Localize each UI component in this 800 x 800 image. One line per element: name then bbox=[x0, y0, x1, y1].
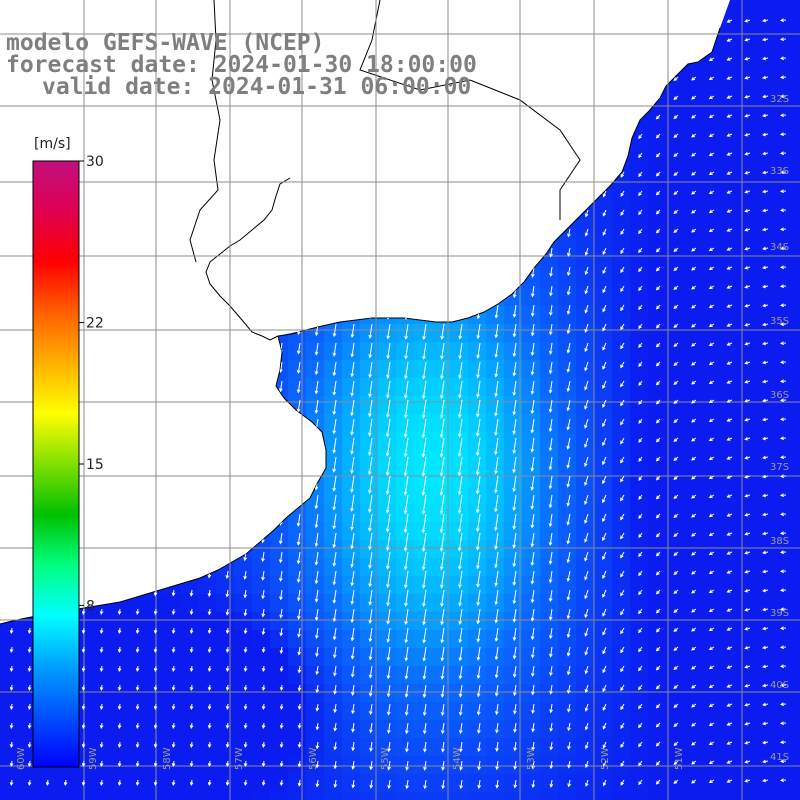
lat-label: 34S bbox=[770, 242, 789, 253]
latitude-labels: 32S 33S 34S 35S 36S 37S 38S 39S 40S 41S bbox=[770, 94, 789, 763]
colorbar-unit: [m/s] bbox=[34, 136, 71, 152]
lon-label: 52W bbox=[600, 747, 611, 770]
valid-date: valid date: 2024-01-31 06:00:00 bbox=[42, 74, 472, 100]
lat-label: 35S bbox=[770, 316, 789, 327]
lat-label: 40S bbox=[770, 680, 789, 691]
longitude-labels: 60W 59W 58W 57W 56W 55W 54W 53W 52W 51W bbox=[16, 747, 685, 770]
lon-label: 60W bbox=[16, 747, 27, 770]
lat-label: 39S bbox=[770, 608, 789, 619]
coastline bbox=[0, 0, 721, 625]
lon-label: 55W bbox=[380, 747, 391, 770]
lon-label: 53W bbox=[526, 747, 537, 770]
colorbar: [m/s] 30 22 15 8 bbox=[32, 136, 104, 768]
lat-label: 38S bbox=[770, 536, 789, 547]
colorbar-scale bbox=[32, 160, 80, 768]
colorbar-tick-label: 15 bbox=[86, 457, 104, 473]
lon-label: 58W bbox=[162, 747, 173, 770]
lon-label: 59W bbox=[88, 747, 99, 770]
lon-label: 56W bbox=[308, 747, 319, 770]
colorbar-tick-label: 8 bbox=[86, 598, 95, 614]
lat-label: 32S bbox=[770, 94, 789, 105]
colorbar-ticks: 30 22 15 8 bbox=[79, 154, 104, 614]
lon-label: 57W bbox=[234, 747, 245, 770]
lat-label: 37S bbox=[770, 462, 789, 473]
lon-label: 54W bbox=[452, 747, 463, 770]
forecast-date: forecast date: 2024-01-30 18:00:00 bbox=[6, 52, 477, 78]
colorbar-tick-label: 30 bbox=[86, 154, 104, 170]
lat-label: 33S bbox=[770, 166, 789, 177]
model-title: modelo GEFS-WAVE (NCEP) bbox=[6, 30, 325, 56]
lat-label: 41S bbox=[770, 752, 789, 763]
lon-label: 51W bbox=[674, 747, 685, 770]
colorbar-tick-label: 22 bbox=[86, 316, 104, 332]
lat-label: 36S bbox=[770, 390, 789, 401]
